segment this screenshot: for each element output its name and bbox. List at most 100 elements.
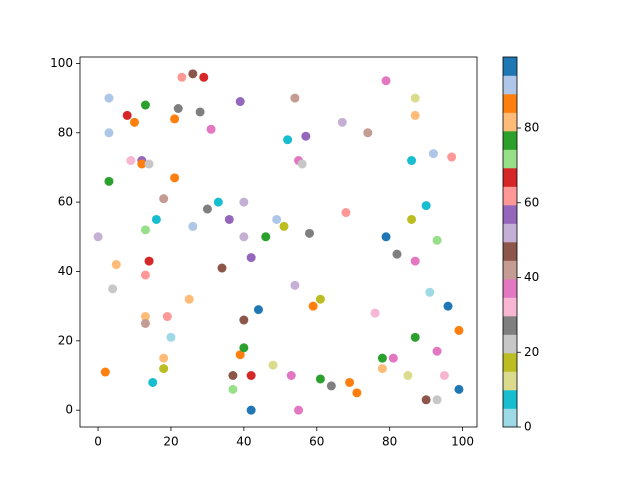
point <box>122 110 132 120</box>
y-tick-label: 80 <box>58 125 73 139</box>
point <box>337 117 347 127</box>
colorbar-segment <box>503 353 517 372</box>
point <box>206 124 216 134</box>
point <box>315 374 325 384</box>
point <box>140 270 150 280</box>
colorbar-tick-label: 0 <box>524 420 532 434</box>
point <box>425 287 435 297</box>
colorbar-frame <box>502 56 518 428</box>
point <box>213 197 223 207</box>
point <box>377 364 387 374</box>
point <box>261 232 271 242</box>
point <box>246 253 256 263</box>
point <box>177 72 187 82</box>
point <box>199 72 209 82</box>
x-tick-label: 60 <box>309 435 324 449</box>
colorbar-segment <box>503 149 517 169</box>
point <box>363 128 373 138</box>
point <box>195 107 205 117</box>
point <box>421 201 431 211</box>
point <box>224 214 234 224</box>
y-tick-label: 0 <box>65 403 73 417</box>
point <box>162 312 172 322</box>
point <box>403 371 413 381</box>
colorbar-tick-label: 20 <box>524 345 539 359</box>
point <box>170 114 180 124</box>
colorbar-segment <box>503 75 517 95</box>
point <box>345 377 355 387</box>
point <box>432 235 442 245</box>
colorbar-segment <box>503 334 517 354</box>
point <box>392 249 402 259</box>
colorbar-segment <box>503 390 517 409</box>
point <box>410 93 420 103</box>
point <box>301 131 311 141</box>
colorbar-segment <box>503 131 517 150</box>
colorbar-segment <box>503 186 517 206</box>
point <box>370 308 380 318</box>
colorbar-segment <box>503 112 517 132</box>
colorbar-segment <box>503 242 517 261</box>
colorbar-segment <box>503 205 517 224</box>
point <box>297 159 307 169</box>
point <box>410 110 420 120</box>
y-tick-label: 100 <box>50 56 73 70</box>
point <box>410 332 420 342</box>
colorbar-segment <box>503 408 517 428</box>
colorbar-segment <box>503 57 517 76</box>
point <box>272 214 282 224</box>
point <box>140 225 150 235</box>
point <box>407 214 417 224</box>
point <box>308 301 318 311</box>
point <box>290 280 300 290</box>
point <box>381 76 391 86</box>
point <box>246 405 256 415</box>
colorbar-segment <box>503 371 517 391</box>
point <box>104 176 114 186</box>
point <box>304 228 314 238</box>
point <box>148 377 158 387</box>
x-tick-label: 0 <box>94 435 102 449</box>
point <box>246 371 256 381</box>
point <box>294 405 304 415</box>
point <box>140 100 150 110</box>
point <box>235 350 245 360</box>
point <box>228 371 238 381</box>
point <box>454 384 464 394</box>
point <box>188 221 198 231</box>
point <box>202 204 212 214</box>
point <box>239 343 249 353</box>
colorbar-tick-label: 60 <box>524 195 539 209</box>
point <box>410 256 420 266</box>
point <box>421 395 431 405</box>
point <box>126 156 136 166</box>
point <box>290 93 300 103</box>
y-tick-label: 60 <box>58 195 73 209</box>
point <box>159 364 169 374</box>
point <box>279 221 289 231</box>
point <box>432 395 442 405</box>
point <box>239 232 249 242</box>
point <box>326 381 336 391</box>
point <box>268 360 278 370</box>
point <box>283 135 293 145</box>
point <box>166 332 176 342</box>
point <box>140 312 150 322</box>
point <box>108 284 118 294</box>
point <box>104 93 114 103</box>
y-tick-label: 20 <box>58 333 73 347</box>
point <box>130 117 140 127</box>
x-tick-label: 20 <box>163 435 178 449</box>
point <box>137 159 147 169</box>
point <box>352 388 362 398</box>
point <box>151 214 161 224</box>
point <box>377 353 387 363</box>
point <box>235 97 245 107</box>
point <box>173 103 183 113</box>
colorbar-segment <box>503 94 517 113</box>
point <box>315 294 325 304</box>
colorbar-segment <box>503 297 517 317</box>
point <box>159 194 169 204</box>
plot-frame <box>79 56 478 428</box>
